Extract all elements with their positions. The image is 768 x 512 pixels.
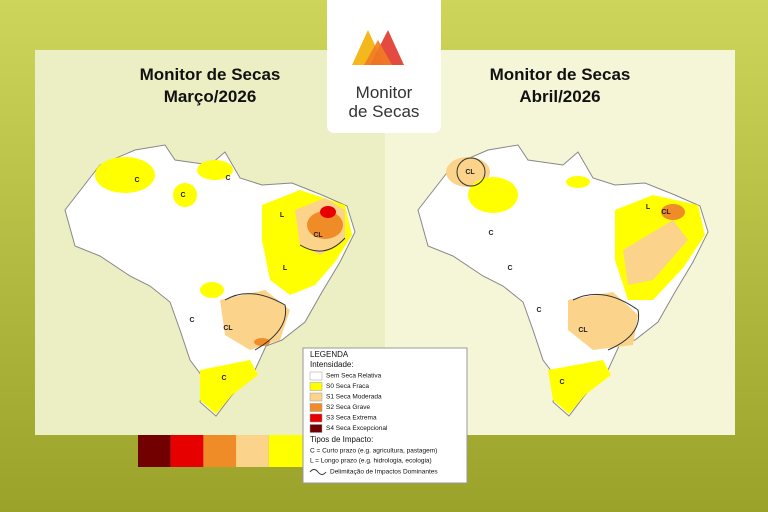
map-label: L: [280, 212, 285, 219]
map-label: C: [180, 192, 185, 199]
map-label: C: [221, 375, 226, 382]
legend-label: S2 Seca Grave: [326, 404, 370, 411]
legend-text: C = Curto prazo (e.g. agricultura, pasta…: [310, 448, 437, 455]
map-label: C: [507, 265, 512, 272]
legend-swatch: [309, 382, 323, 391]
map-label: CL: [661, 209, 671, 216]
stripe-segment: [138, 435, 171, 467]
map-right: [417, 144, 709, 417]
legend-label: S4 Seca Excepcional: [326, 425, 388, 432]
legend-subtitle: Tipos de Impacto:: [310, 435, 373, 444]
map-label: CL: [578, 327, 588, 334]
map-title: Monitor de Secas: [140, 65, 281, 84]
map-label: CL: [465, 169, 475, 176]
map-label: CL: [223, 325, 233, 332]
map-left: [64, 144, 356, 417]
legend-text: L = Longo prazo (e.g. hidrologia, ecolog…: [310, 458, 432, 465]
stripe-segment: [268, 435, 302, 467]
legend: LEGENDA Intensidade: Tipos de Impacto: C…: [309, 350, 438, 476]
map-label: C: [134, 177, 139, 184]
map-label: CL: [313, 232, 323, 239]
legend-label: S1 Seca Moderada: [326, 394, 382, 401]
legend-swatch: [309, 424, 323, 433]
legend-label: S0 Seca Fraca: [326, 383, 369, 390]
map-label: C: [189, 317, 194, 324]
legend-swatch: [309, 371, 323, 381]
stripe-segment: [236, 435, 269, 467]
legend-swatch: [309, 392, 323, 402]
legend-swatch: [309, 403, 323, 412]
map-subtitle: Abril/2026: [519, 87, 600, 106]
legend-text: Delimitação de Impactos Dominantes: [330, 469, 438, 476]
map-title: Monitor de Secas: [490, 65, 631, 84]
logo-box: [327, 0, 441, 133]
stripe-segment: [170, 435, 204, 467]
legend-title: LEGENDA: [310, 350, 349, 359]
logo-text: Monitor: [356, 83, 413, 102]
map-label: L: [646, 204, 651, 211]
logo-mark: [352, 30, 404, 65]
map-label: C: [559, 379, 564, 386]
map-label: C: [536, 307, 541, 314]
map-label: C: [488, 230, 493, 237]
legend-subtitle: Intensidade:: [310, 360, 354, 369]
map-label: L: [283, 265, 288, 272]
stripe-segment: [203, 435, 237, 467]
boundary-icon: [309, 469, 327, 475]
logo-text: de Secas: [349, 102, 420, 121]
legend-box: [302, 347, 468, 484]
map-label: C: [225, 175, 230, 182]
legend-swatch: [309, 413, 323, 423]
legend-label: Sem Seca Relativa: [326, 373, 382, 380]
legend-label: S3 Seca Extrema: [326, 415, 377, 422]
map-subtitle: Março/2026: [164, 87, 257, 106]
